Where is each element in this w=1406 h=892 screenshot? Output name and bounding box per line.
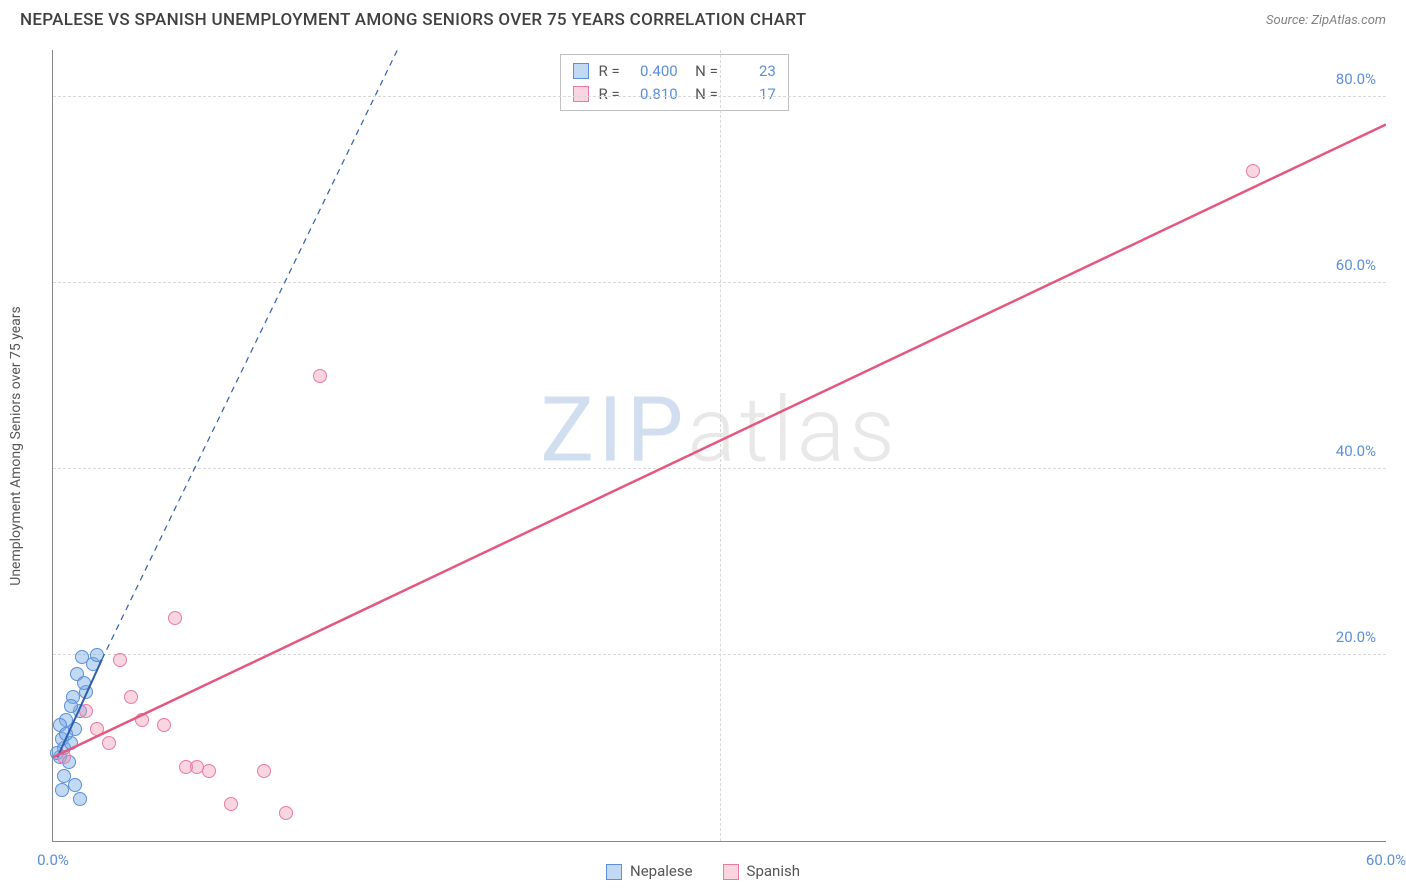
y-tick-label: 60.0%: [1336, 256, 1376, 274]
x-tick-label: 0.0%: [37, 851, 69, 869]
data-point-spanish: [79, 704, 93, 718]
data-point-nepalese: [75, 650, 89, 664]
y-axis-label: Unemployment Among Seniors over 75 years: [8, 306, 24, 586]
correlation-legend: R =0.400 N =23 R =0.810 N =17: [560, 54, 789, 111]
y-tick-label: 80.0%: [1336, 70, 1376, 88]
data-point-nepalese: [59, 727, 73, 741]
data-point-spanish: [202, 764, 216, 778]
data-point-nepalese: [55, 783, 69, 797]
data-point-spanish: [57, 750, 71, 764]
data-point-nepalese: [73, 792, 87, 806]
data-point-spanish: [313, 369, 327, 383]
legend-swatch-spanish: [573, 86, 589, 102]
chart-header: NEPALESE VS SPANISH UNEMPLOYMENT AMONG S…: [0, 0, 1406, 38]
data-point-spanish: [168, 611, 182, 625]
chart-title: NEPALESE VS SPANISH UNEMPLOYMENT AMONG S…: [20, 10, 806, 30]
y-tick-label: 20.0%: [1336, 628, 1376, 646]
data-point-nepalese: [68, 778, 82, 792]
data-point-spanish: [124, 690, 138, 704]
series-legend: Nepalese Spanish: [606, 862, 800, 880]
legend-item: Nepalese: [606, 862, 693, 880]
data-point-nepalese: [77, 676, 91, 690]
data-point-spanish: [224, 797, 238, 811]
data-point-nepalese: [64, 699, 78, 713]
data-point-nepalese: [90, 648, 104, 662]
chart-area: Unemployment Among Seniors over 75 years…: [52, 50, 1386, 842]
x-tick-label: 60.0%: [1366, 851, 1406, 869]
data-point-spanish: [135, 713, 149, 727]
data-point-spanish: [113, 653, 127, 667]
data-point-spanish: [257, 764, 271, 778]
data-point-spanish: [102, 736, 116, 750]
plot-region: ZIPatlas R =0.400 N =23 R =0.810 N =17 2…: [52, 50, 1386, 842]
y-tick-label: 40.0%: [1336, 442, 1376, 460]
data-point-spanish: [157, 718, 171, 732]
legend-swatch-nepalese: [573, 63, 589, 79]
legend-item: Spanish: [723, 862, 800, 880]
data-point-spanish: [279, 806, 293, 820]
source-label: Source: ZipAtlas.com: [1266, 13, 1386, 28]
data-point-spanish: [90, 722, 104, 736]
data-point-spanish: [1246, 164, 1260, 178]
